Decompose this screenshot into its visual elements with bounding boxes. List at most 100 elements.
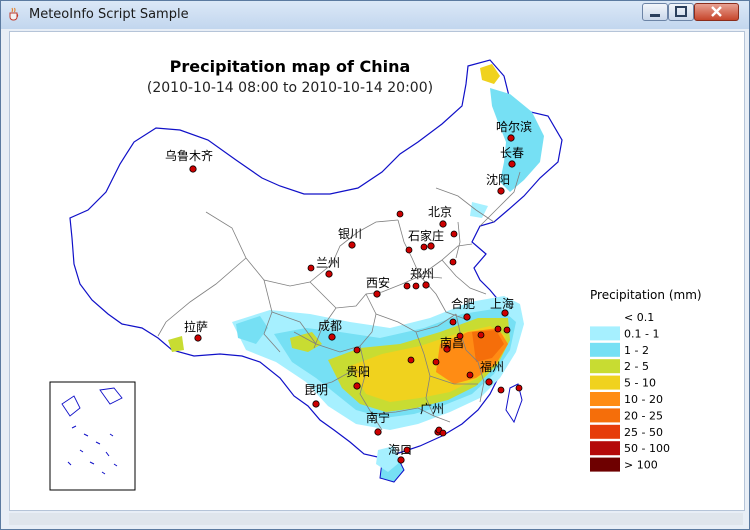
city-marker: [449, 318, 457, 326]
city-marker: [449, 258, 457, 266]
legend-label: 0.1 - 1: [624, 327, 659, 340]
city-marker: [373, 290, 381, 298]
legend-swatch: [590, 441, 620, 456]
city-marker: [439, 429, 447, 437]
city-marker: [443, 345, 451, 353]
city-marker: [403, 446, 411, 454]
city-marker: [403, 282, 411, 290]
city-label: 北京: [428, 205, 452, 219]
city-marker: [508, 160, 516, 168]
precipitation-fill: [168, 64, 544, 472]
city-marker: [463, 313, 471, 321]
city-marker: [353, 346, 361, 354]
city-label: 南宁: [366, 410, 390, 425]
city-marker: [485, 378, 493, 386]
legend-label: 10 - 20: [624, 393, 663, 406]
legend-label: 2 - 5: [624, 360, 649, 373]
city-marker: [405, 246, 413, 254]
legend-label: 1 - 2: [624, 344, 649, 357]
scroll-track[interactable]: [9, 513, 743, 525]
window-title: MeteoInfo Script Sample: [29, 7, 189, 22]
maximize-button[interactable]: [668, 3, 694, 21]
city-label: 合肥: [451, 296, 475, 311]
legend-label: 5 - 10: [624, 377, 656, 390]
city-marker: [194, 334, 202, 342]
city-label: 西安: [366, 275, 390, 290]
legend-label: > 100: [624, 459, 658, 472]
city-marker: [427, 242, 435, 250]
city-label: 郑州: [410, 266, 434, 281]
legend-swatch: [590, 392, 620, 406]
legend-title: Precipitation (mm): [590, 288, 702, 302]
legend-label: 50 - 100: [624, 442, 670, 455]
title-bar[interactable]: MeteoInfo Script Sample: [1, 1, 749, 29]
city-marker: [328, 333, 336, 341]
city-marker: [407, 356, 415, 364]
legend-swatch: [590, 375, 620, 390]
city-marker: [456, 332, 464, 340]
city-marker: [348, 241, 356, 249]
city-marker: [432, 358, 440, 366]
legend: Precipitation (mm) < 0.1 0.1 - 1 1 - 2 2 - …: [590, 288, 702, 472]
city-marker: [325, 270, 333, 278]
city-label: 兰州: [316, 256, 340, 270]
city-marker: [477, 331, 485, 339]
province-lines: [157, 171, 521, 431]
legend-swatch: [590, 359, 620, 374]
city-marker: [312, 400, 320, 408]
city-marker: [189, 165, 197, 173]
city-marker: [420, 243, 428, 251]
city-marker: [374, 428, 382, 436]
legend-swatch: [590, 326, 620, 341]
map-subtitle: (2010-10-14 08:00 to 2010-10-14 20:00): [147, 80, 433, 96]
south-china-sea-inset: [49, 381, 136, 491]
legend-label: < 0.1: [624, 311, 654, 324]
legend-swatch: [590, 457, 620, 472]
legend-swatch: [590, 424, 620, 439]
city-marker: [412, 282, 420, 290]
city-label: 银川: [338, 227, 362, 241]
city-label: 上海: [490, 296, 514, 311]
city-marker: [397, 456, 405, 464]
legend-swatch: [590, 310, 620, 324]
city-marker: [450, 230, 458, 238]
city-marker: [353, 382, 361, 390]
close-icon: [711, 6, 722, 17]
city-marker: [515, 384, 523, 392]
close-button[interactable]: [694, 3, 739, 21]
city-marker: [396, 210, 404, 218]
city-marker: [503, 326, 511, 334]
city-marker: [466, 371, 474, 379]
city-label: 乌鲁木齐: [165, 148, 213, 163]
legend-items: < 0.1 0.1 - 1 1 - 2 2 - 5 5 - 10 10 - 20 20 - …: [590, 310, 670, 472]
city-marker: [422, 281, 430, 289]
city-label: 昆明: [304, 383, 328, 397]
city-label: 哈尔滨: [496, 119, 532, 134]
city-label: 拉萨: [184, 319, 208, 334]
legend-swatch: [590, 342, 620, 357]
city-label: 贵阳: [346, 365, 370, 379]
java-cup-icon: [9, 7, 19, 21]
city-label: 广州: [420, 402, 444, 416]
maximize-icon: [675, 6, 687, 17]
city-label: 沈阳: [486, 172, 510, 187]
map-panel: Precipitation map of China (2010-10-14 0…: [9, 31, 745, 511]
city-marker: [497, 386, 505, 394]
city-label: 福州: [480, 359, 504, 374]
minimize-button[interactable]: [642, 3, 668, 21]
city-marker: [507, 134, 515, 142]
city-label: 成都: [318, 319, 342, 333]
legend-label: 20 - 25: [624, 409, 663, 422]
city-marker: [439, 220, 447, 228]
legend-swatch: [590, 408, 620, 423]
city-marker: [497, 187, 505, 195]
precipitation-map: Precipitation map of China (2010-10-14 0…: [49, 57, 702, 491]
legend-label: 25 - 50: [624, 426, 663, 439]
city-label: 长春: [500, 146, 524, 160]
city-label: 石家庄: [408, 228, 444, 243]
city-marker: [501, 309, 509, 317]
taiwan-island: [505, 383, 523, 424]
city-marker: [494, 325, 502, 333]
